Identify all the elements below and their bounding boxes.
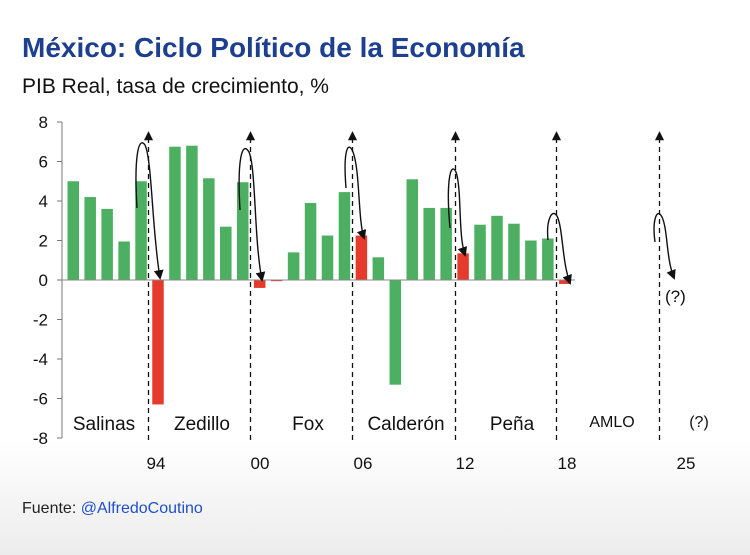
era-label: Salinas bbox=[73, 414, 135, 435]
chart-subtitle: PIB Real, tasa de crecimiento, % bbox=[22, 75, 329, 98]
y-tick-label: 6 bbox=[39, 153, 48, 172]
y-tick-label: 4 bbox=[39, 192, 48, 211]
bar bbox=[440, 207, 452, 280]
bar bbox=[304, 202, 317, 280]
bar bbox=[474, 224, 486, 280]
era-label: (?) bbox=[689, 414, 709, 431]
era-label: Peña bbox=[490, 414, 535, 435]
chart: 8 6 4 2 0 -2 -4 -6 -8 (?) Salinas Zedillo Fox Calde… bbox=[33, 113, 709, 473]
bar bbox=[491, 215, 503, 280]
cycle-curve bbox=[653, 212, 676, 280]
era-label: Zedillo bbox=[174, 414, 230, 435]
bar bbox=[338, 192, 351, 280]
x-axis-tick-labels: 94 00 06 12 18 25 bbox=[147, 454, 696, 473]
source-note: Fuente: @AlfredoCoutino bbox=[22, 500, 203, 518]
era-labels: Salinas Zedillo Fox Calderón Peña AMLO (?) bbox=[73, 414, 709, 435]
bar bbox=[389, 280, 402, 385]
forecast-annotation: (?) bbox=[665, 287, 686, 306]
cycle-curve bbox=[135, 142, 164, 280]
bar bbox=[508, 223, 520, 280]
bar bbox=[372, 257, 385, 280]
y-tick-label: -8 bbox=[33, 429, 48, 448]
bar bbox=[542, 238, 554, 280]
bar bbox=[67, 181, 79, 280]
bar bbox=[101, 208, 113, 280]
y-tick-label: -4 bbox=[33, 350, 48, 369]
bar bbox=[237, 182, 249, 280]
bar bbox=[525, 240, 537, 280]
cycle-curves: (?) bbox=[135, 142, 686, 306]
x-tick-label: 00 bbox=[251, 454, 270, 473]
bar bbox=[457, 253, 469, 280]
bar bbox=[118, 241, 130, 280]
x-tick-label: 25 bbox=[677, 454, 696, 473]
bar bbox=[186, 145, 198, 280]
x-tick-label: 94 bbox=[147, 454, 166, 473]
bar bbox=[270, 280, 283, 282]
x-tick-label: 18 bbox=[558, 454, 577, 473]
source-handle[interactable]: @AlfredoCoutino bbox=[80, 500, 203, 517]
bars bbox=[67, 145, 571, 405]
y-tick-label: 0 bbox=[39, 271, 48, 290]
bar bbox=[321, 235, 334, 280]
bar bbox=[253, 280, 266, 288]
cycle-curve bbox=[344, 146, 367, 240]
era-label: AMLO bbox=[589, 414, 634, 431]
bar bbox=[406, 179, 418, 280]
y-tick-label: 8 bbox=[39, 113, 48, 132]
chart-title: México: Ciclo Político de la Economía bbox=[22, 32, 525, 63]
bar bbox=[169, 146, 181, 280]
bar bbox=[287, 252, 300, 280]
y-tick-label: -6 bbox=[33, 390, 48, 409]
y-axis: 8 6 4 2 0 -2 -4 -6 -8 bbox=[33, 113, 63, 448]
source-label: Fuente: bbox=[22, 500, 81, 517]
x-tick-label: 12 bbox=[456, 454, 475, 473]
cycle-curve bbox=[546, 212, 572, 285]
era-label: Fox bbox=[292, 414, 324, 435]
y-tick-label: -2 bbox=[33, 311, 48, 330]
cycle-curve bbox=[238, 147, 266, 282]
bar bbox=[203, 178, 215, 280]
bar bbox=[220, 226, 232, 280]
cycle-curve bbox=[447, 168, 468, 257]
y-tick-label: 2 bbox=[39, 232, 48, 251]
x-tick-label: 06 bbox=[354, 454, 373, 473]
bar bbox=[423, 207, 435, 280]
term-dividers bbox=[143, 131, 665, 440]
bar bbox=[152, 280, 164, 405]
bar bbox=[135, 181, 147, 280]
bar bbox=[84, 197, 96, 280]
era-label: Calderón bbox=[367, 414, 444, 435]
bar bbox=[355, 235, 368, 280]
